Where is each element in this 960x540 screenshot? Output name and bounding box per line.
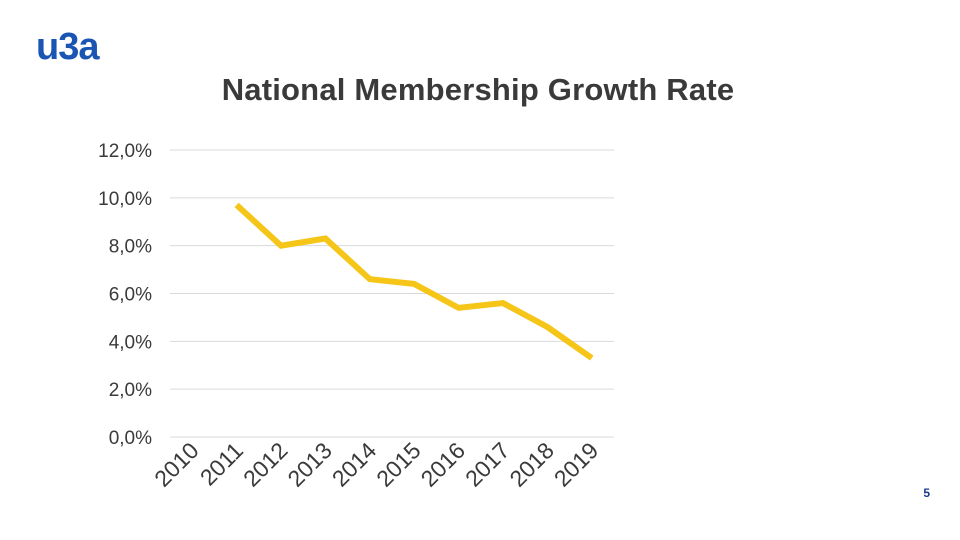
grid-lines	[170, 149, 614, 438]
y-axis-tick-labels: 0,0% 2,0% 4,0% 6,0% 8,0% 10,0% 12,0%	[98, 141, 152, 449]
x-tick-label: 2011	[195, 437, 248, 490]
x-tick-label: 2018	[504, 437, 559, 492]
y-tick-label: 2,0%	[109, 380, 152, 401]
x-tick-label: 2014	[327, 437, 382, 492]
y-tick-label: 4,0%	[109, 332, 152, 353]
x-tick-label: 2013	[282, 437, 337, 492]
page-number: 5	[923, 486, 930, 500]
y-tick-label: 8,0%	[109, 237, 152, 258]
y-tick-label: 12,0%	[98, 141, 152, 162]
chart-title: National Membership Growth Rate	[221, 72, 735, 107]
x-tick-label: 2012	[238, 437, 293, 492]
logo-text: u3a	[36, 26, 100, 66]
y-tick-label: 10,0%	[98, 189, 152, 210]
x-tick-label: 2016	[416, 437, 471, 492]
y-tick-label: 6,0%	[109, 285, 152, 306]
series-lines	[234, 202, 594, 361]
x-tick-label: 2019	[549, 437, 604, 492]
u3a-logo: u3a	[36, 26, 101, 66]
series-line	[234, 202, 594, 361]
y-tick-label: 0,0%	[109, 428, 152, 449]
x-tick-label: 2015	[371, 437, 426, 492]
x-tick-label: 2010	[149, 437, 204, 492]
x-tick-label: 2017	[460, 437, 515, 492]
